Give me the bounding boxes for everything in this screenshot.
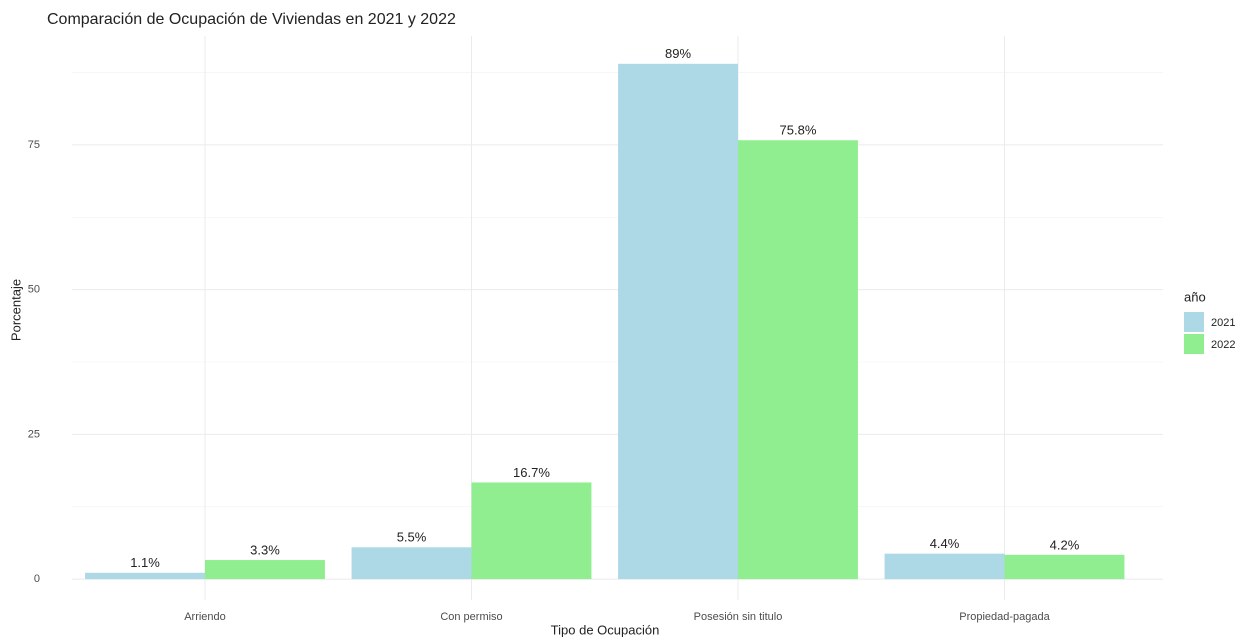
bar — [205, 560, 325, 580]
value-label: 4.2% — [1050, 537, 1080, 552]
chart-title: Comparación de Ocupación de Viviendas en… — [47, 11, 456, 28]
bar — [471, 482, 592, 580]
value-label: 3.3% — [250, 542, 280, 557]
legend-label: 2021 — [1211, 317, 1235, 329]
bar — [351, 547, 472, 580]
y-tick-label: 0 — [34, 573, 40, 585]
value-label: 4.4% — [930, 536, 960, 551]
x-axis-title: Tipo de Ocupación — [551, 622, 660, 637]
bar — [85, 572, 205, 580]
y-tick-label: 50 — [28, 284, 40, 296]
value-label: 5.5% — [397, 530, 427, 545]
value-label: 75.8% — [780, 123, 817, 138]
bars: 1.1% 5.5% 89% 4.4% 3.3% 16.7% 75.8% 4.2% — [85, 46, 1125, 580]
bar — [1004, 554, 1125, 580]
legend-label: 2022 — [1211, 339, 1235, 351]
grid: 0 25 50 75 Arriendo Con permiso Posesión sin t… — [28, 36, 1163, 623]
bar — [738, 140, 858, 580]
legend-title: año — [1184, 289, 1206, 304]
legend-swatch — [1184, 312, 1204, 332]
value-label: 16.7% — [513, 465, 550, 480]
bar — [618, 63, 738, 580]
x-tick-label: Con permiso — [440, 611, 502, 623]
legend: año 2021 2022 — [1184, 289, 1235, 354]
x-tick-label: Arriendo — [184, 611, 226, 623]
bar — [884, 553, 1005, 580]
legend-swatch — [1184, 334, 1204, 354]
x-tick-label: Posesión sin titulo — [694, 611, 783, 623]
y-axis-title: Porcentaje — [8, 279, 23, 341]
y-tick-label: 25 — [28, 428, 40, 440]
value-label: 89% — [665, 46, 691, 61]
y-tick-label: 75 — [28, 139, 40, 151]
value-label: 1.1% — [130, 555, 160, 570]
x-tick-label: Propiedad-pagada — [959, 611, 1050, 623]
